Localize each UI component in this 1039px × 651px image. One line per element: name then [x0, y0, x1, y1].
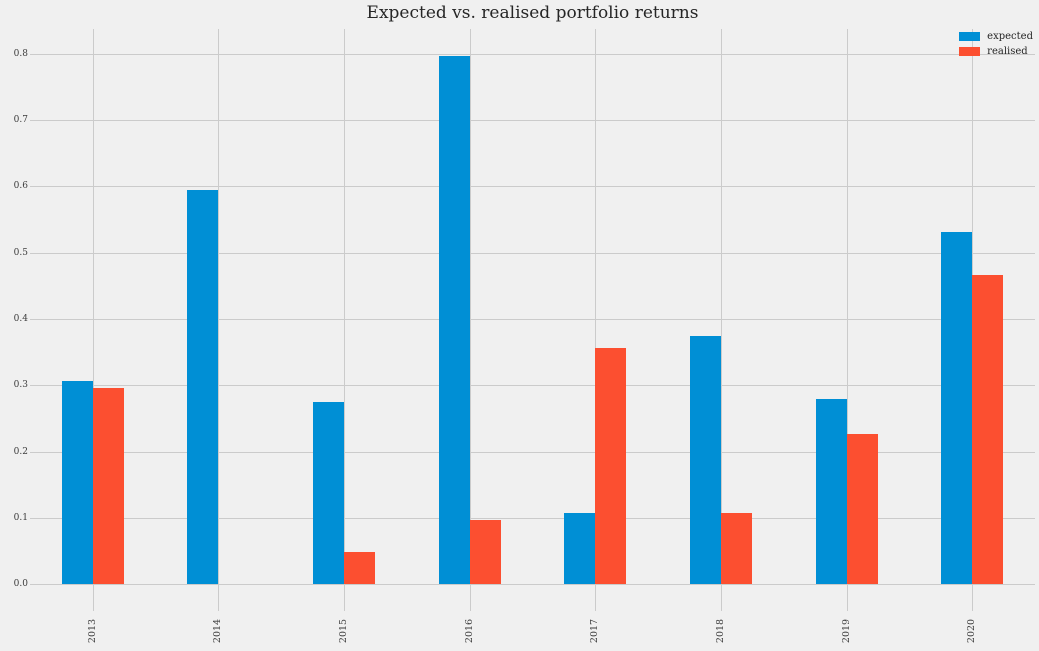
x-tick-label: 2015 [338, 618, 350, 644]
bar-expected-2020 [941, 232, 973, 585]
v-gridline [846, 29, 848, 611]
h-gridline [30, 518, 1035, 520]
legend-label-realised: realised [987, 46, 1028, 57]
bar-expected-2019 [815, 398, 847, 585]
v-gridline [469, 29, 471, 611]
h-gridline [30, 451, 1035, 453]
h-gridline [30, 53, 1035, 55]
bar-realised-2020 [972, 275, 1004, 585]
x-tick-label: 2019 [840, 618, 852, 644]
v-gridline [92, 29, 94, 611]
bar-realised-2017 [595, 348, 627, 585]
legend-item-realised: realised [959, 46, 1033, 57]
bar-expected-2016 [438, 55, 470, 585]
x-tick-label: 2014 [212, 618, 224, 644]
y-tick-label: 0.8 [13, 48, 28, 59]
bar-realised-2015 [344, 551, 376, 585]
legend-swatch-realised [959, 47, 981, 56]
legend-item-expected: expected [959, 31, 1033, 42]
v-gridline [344, 29, 346, 611]
y-tick-label: 0.7 [13, 114, 28, 125]
h-gridline [30, 319, 1035, 320]
bar-expected-2017 [564, 513, 596, 585]
chart-title: Expected vs. realised portfolio returns [366, 3, 699, 23]
bar-expected-2013 [61, 380, 93, 585]
y-tick-label: 0.3 [13, 380, 28, 391]
legend: expected realised [959, 31, 1033, 57]
h-gridline [30, 186, 1035, 188]
v-gridline [218, 29, 220, 611]
x-tick-label: 2018 [714, 618, 726, 644]
h-gridline [30, 119, 1035, 121]
y-tick-label: 0.2 [13, 446, 28, 457]
h-gridline [30, 584, 1035, 586]
x-tick-label: 2013 [86, 618, 98, 644]
bar-expected-2015 [313, 401, 345, 585]
y-tick-label: 0.5 [13, 247, 28, 258]
legend-swatch-expected [959, 32, 981, 41]
y-tick-label: 0.0 [13, 579, 28, 590]
h-gridline [30, 385, 1035, 387]
v-gridline [720, 29, 722, 611]
bar-expected-2018 [689, 336, 721, 585]
y-tick-label: 0.6 [13, 181, 28, 192]
bar-realised-2018 [720, 513, 752, 585]
bar-realised-2013 [92, 388, 124, 585]
x-tick-label: 2020 [966, 618, 978, 644]
x-tick-label: 2017 [589, 618, 601, 644]
y-tick-label: 0.4 [13, 314, 28, 324]
bar-realised-2016 [469, 520, 501, 585]
v-gridline [595, 29, 597, 611]
bar-realised-2019 [846, 433, 878, 585]
legend-label-expected: expected [987, 31, 1033, 42]
h-gridline [30, 252, 1035, 254]
bar-expected-2014 [187, 190, 219, 585]
y-tick-label: 0.1 [13, 513, 28, 524]
x-tick-label: 2016 [463, 618, 475, 644]
